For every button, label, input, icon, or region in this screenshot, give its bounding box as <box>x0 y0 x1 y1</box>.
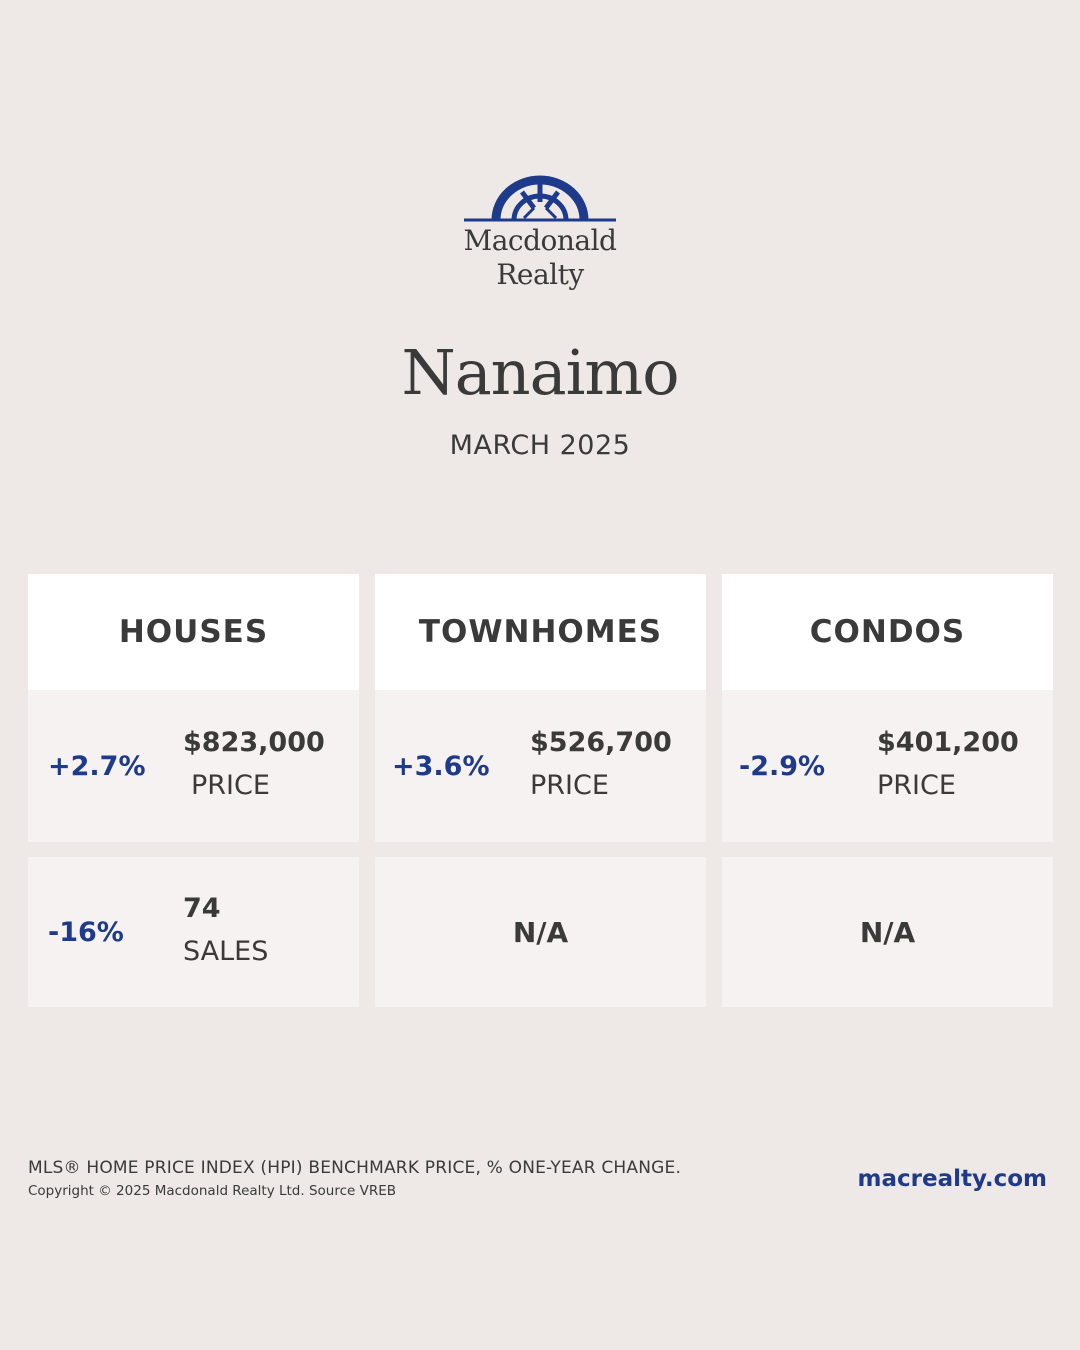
compass-logo-icon <box>464 175 616 222</box>
sales-change: -16% <box>48 916 124 948</box>
methodology-note: MLS® HOME PRICE INDEX (HPI) BENCHMARK PR… <box>28 1158 682 1178</box>
price-value: $526,700 <box>530 727 672 758</box>
price-value: $823,000 <box>183 727 325 758</box>
condos-column: CONDOS -2.9% $401,200 PRICE N/A <box>722 574 1053 1007</box>
price-value: $401,200 <box>877 727 1019 758</box>
copyright-text: Copyright © 2025 Macdonald Realty Ltd. S… <box>28 1183 397 1199</box>
price-label: PRICE <box>877 770 956 801</box>
column-title: HOUSES <box>28 574 359 690</box>
brand-name-line2: Realty <box>496 258 584 291</box>
sales-cell: -16% 74 SALES <box>28 857 359 1007</box>
price-label: PRICE <box>530 770 609 801</box>
sales-label: SALES <box>183 936 269 967</box>
city-title: Nanaimo <box>401 336 679 409</box>
report-period: MARCH 2025 <box>449 430 631 461</box>
brand-name-line1: Macdonald <box>463 224 617 257</box>
price-change: +2.7% <box>48 750 146 782</box>
price-label: PRICE <box>191 770 270 801</box>
column-title: CONDOS <box>722 574 1053 690</box>
sales-value: 74 <box>183 893 221 924</box>
houses-column: HOUSES +2.7% $823,000 PRICE -16% 74 SALE… <box>28 574 359 1007</box>
price-change: -2.9% <box>739 750 826 782</box>
column-title: TOWNHOMES <box>375 574 706 690</box>
website-link[interactable]: macrealty.com <box>857 1166 1047 1192</box>
sales-cell: N/A <box>722 857 1053 1007</box>
price-change: +3.6% <box>392 750 490 782</box>
sales-cell: N/A <box>375 857 706 1007</box>
not-available-text: N/A <box>859 915 916 949</box>
price-cell: -2.9% $401,200 PRICE <box>722 690 1053 842</box>
price-cell: +2.7% $823,000 PRICE <box>28 690 359 842</box>
price-cell: +3.6% $526,700 PRICE <box>375 690 706 842</box>
townhomes-column: TOWNHOMES +3.6% $526,700 PRICE N/A <box>375 574 706 1007</box>
brand-logo: Macdonald Realty <box>440 172 640 302</box>
not-available-text: N/A <box>512 915 569 949</box>
